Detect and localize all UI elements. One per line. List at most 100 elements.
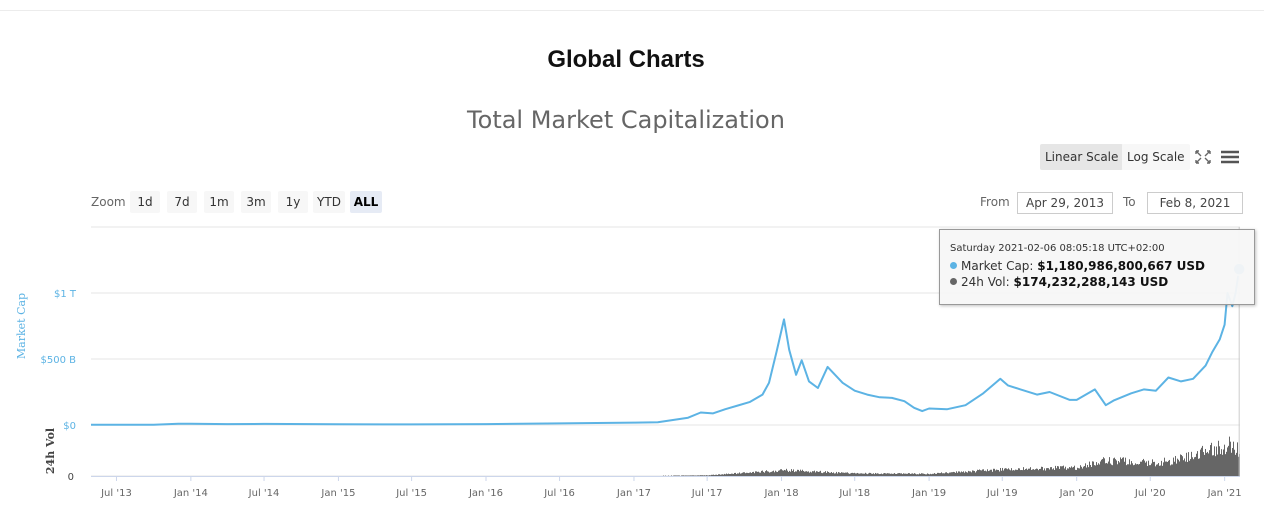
zoom-1y-button[interactable]: 1y [278,191,308,213]
from-date-input[interactable]: Apr 29, 2013 [1017,192,1113,214]
volume-bar [1140,461,1141,476]
zoom-1m-button[interactable]: 1m [204,191,234,213]
from-label: From [980,195,1010,209]
log-scale-button[interactable]: Log Scale [1122,144,1190,170]
volume-bar [1194,457,1195,476]
volume-bar [1032,469,1033,476]
volume-bar [1160,465,1161,476]
volume-bar [810,471,811,476]
volume-bar [988,471,989,476]
volume-bar [1057,466,1058,476]
volume-bar [1213,455,1214,476]
volume-bar [1162,465,1163,476]
volume-bar [1146,461,1147,476]
volume-bar [719,474,720,476]
volume-bar [991,469,992,476]
volume-bar [894,473,895,476]
volume-bar [1229,436,1230,476]
volume-bar [790,471,791,476]
volume-bar [1225,454,1226,476]
volume-bar [805,471,806,476]
zoom-3m-button[interactable]: 3m [241,191,271,213]
volume-bar [815,472,816,476]
volume-bar [671,475,672,476]
volume-bar [1196,453,1197,476]
volume-bar [821,472,822,476]
volume-bar [1208,453,1209,476]
volume-bar [1134,464,1135,476]
volume-bar [924,473,925,476]
zoom-all-button[interactable]: ALL [350,191,382,213]
volume-bar [1063,465,1064,476]
volume-bar [820,470,821,476]
volume-bar [856,473,857,476]
volume-bar [777,472,778,476]
volume-bar [800,469,801,476]
volume-bar [682,475,683,476]
volume-bar [891,473,892,476]
volume-bar [690,475,691,476]
linear-scale-button[interactable]: Linear Scale [1040,144,1124,170]
volume-bar [832,473,833,476]
volume-bar [729,474,730,476]
volume-bar [925,474,926,476]
volume-bar [1011,468,1012,476]
volume-bar [990,469,991,476]
to-date-input[interactable]: Feb 8, 2021 [1147,192,1243,214]
volume-bar [1206,452,1207,476]
volume-bar [784,469,785,476]
market-cap-legend-dot [950,262,957,269]
volume-bar [1145,462,1146,476]
volume-bar [1147,466,1148,476]
zoom-ytd-button[interactable]: YTD [313,191,345,213]
volume-bar [787,470,788,476]
volume-bar [871,473,872,476]
volume-bar [1054,469,1055,476]
x-tick-label: Jul '18 [838,488,870,499]
volume-bar [1184,458,1185,476]
volume-bar [956,471,957,476]
volume-bar [1038,470,1039,476]
x-tick-label: Jul '17 [691,488,723,499]
volume-bar [1122,457,1123,476]
volume-bar [893,473,894,476]
volume-bar [1192,457,1193,476]
volume-bar [759,472,760,476]
volume-bar [1168,460,1169,476]
volume-bar [989,470,990,476]
tooltip-market-cap-label: Market Cap: [961,259,1034,273]
volume-bar [1044,468,1045,476]
menu-icon[interactable] [1219,147,1241,167]
volume-bar [801,470,802,476]
volume-bar [972,470,973,476]
volume-bar [992,471,993,476]
volume-bar [736,474,737,476]
volume-bar [1232,448,1233,476]
volume-bar [908,473,909,476]
volume-bar [1030,467,1031,476]
volume-bar [1214,446,1215,476]
zoom-7d-button[interactable]: 7d [167,191,197,213]
volume-bar [946,472,947,476]
volume-bar [987,469,988,476]
volume-bar [1186,452,1187,476]
volume-bar [718,474,719,476]
volume-bar [980,470,981,476]
volume-bar [1006,468,1007,476]
volume-bar [936,473,937,476]
zoom-1d-button[interactable]: 1d [130,191,160,213]
volume-bar [1024,469,1025,476]
volume-bar [1167,461,1168,476]
volume-bar [1092,461,1093,476]
volume-bar [942,473,943,476]
fullscreen-icon[interactable] [1192,147,1214,167]
volume-bar [1197,451,1198,476]
volume-bar [985,470,986,476]
volume-bar [741,473,742,476]
volume-bar [1141,461,1142,476]
volume-bar [758,471,759,476]
volume-bar [1212,455,1213,476]
volume-bar [910,473,911,476]
volume-bar [1084,466,1085,476]
volume-bar [1008,468,1009,476]
